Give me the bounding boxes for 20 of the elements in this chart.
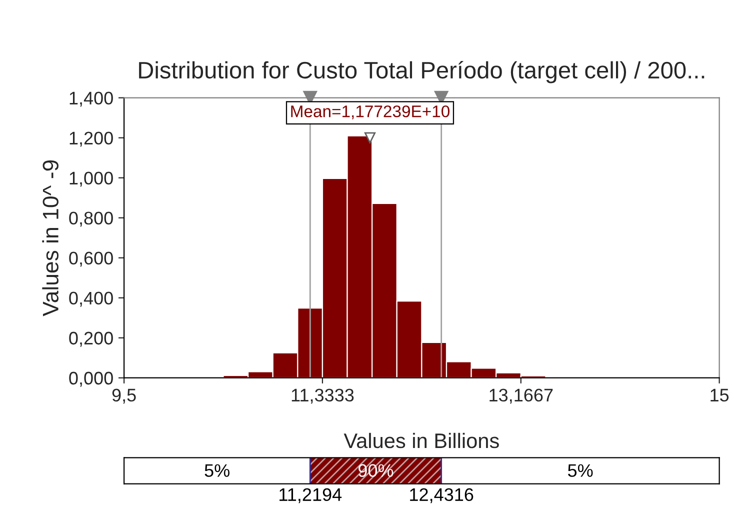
y-tick-label: 1,200 (70, 132, 113, 147)
x-tick-label: 9,5 (112, 388, 136, 404)
y-tick-label: 0,800 (69, 212, 113, 227)
y-tick-label: 1,000 (70, 172, 113, 187)
x-tick-label: 13,1667 (490, 388, 553, 404)
y-axis-title: Values in 10^ -9 (42, 160, 59, 316)
y-tick-label: 0,000 (69, 372, 113, 387)
x-tick-label: 11,3333 (292, 388, 354, 404)
y-tick-label: 0,200 (69, 332, 113, 347)
text: 5% (204, 464, 230, 477)
x-tick-label: 15 (710, 388, 729, 402)
y-tick-label: 1,400 (70, 92, 113, 107)
x-axis-title: Values in Billions (344, 432, 499, 448)
annotation: Mean=1,177239E+10 (291, 105, 450, 120)
text: 5% (568, 464, 593, 477)
chart-title: Distribution for Custo Total Período (target cell) / 200... (139, 60, 704, 84)
y-tick-label: 0,600 (69, 252, 113, 267)
y-tick-label: 0,400 (69, 292, 113, 307)
text: 11,2194 (280, 488, 342, 504)
text: 12,4316 (410, 488, 474, 504)
